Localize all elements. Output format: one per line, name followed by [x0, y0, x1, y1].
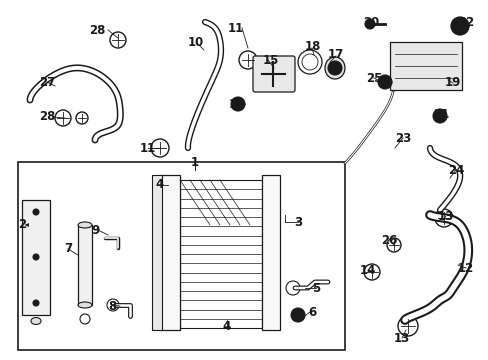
Text: 25: 25: [365, 72, 382, 85]
Circle shape: [377, 75, 391, 89]
Text: 6: 6: [307, 306, 315, 320]
Text: 3: 3: [293, 216, 302, 229]
Circle shape: [450, 17, 468, 35]
Text: 26: 26: [380, 234, 396, 248]
Bar: [78, 225, 92, 305]
Text: 17: 17: [327, 49, 344, 62]
Bar: [180, 180, 262, 328]
Text: 11: 11: [140, 141, 156, 154]
Text: 1: 1: [190, 157, 199, 170]
Text: 21: 21: [432, 108, 448, 122]
Text: 14: 14: [359, 264, 375, 276]
Text: 16: 16: [228, 98, 244, 111]
Bar: [18, 162, 345, 350]
Text: 5: 5: [311, 282, 320, 294]
Circle shape: [364, 19, 374, 29]
Ellipse shape: [31, 318, 41, 324]
Text: 9: 9: [91, 224, 99, 237]
Text: 2: 2: [18, 219, 26, 231]
Bar: [160, 175, 180, 330]
Bar: [152, 175, 162, 330]
Text: 24: 24: [447, 163, 463, 176]
Text: 4: 4: [156, 179, 164, 192]
Circle shape: [33, 300, 39, 306]
Ellipse shape: [78, 222, 92, 228]
Text: 12: 12: [457, 261, 473, 274]
Ellipse shape: [325, 57, 345, 79]
Text: 28: 28: [39, 111, 55, 123]
Circle shape: [33, 254, 39, 260]
Text: 22: 22: [457, 15, 473, 28]
Text: 23: 23: [394, 131, 410, 144]
Text: 7: 7: [64, 243, 72, 256]
Text: 13: 13: [437, 210, 453, 222]
Text: 28: 28: [89, 23, 105, 36]
Circle shape: [327, 61, 341, 75]
Text: 4: 4: [223, 320, 231, 333]
Text: 13: 13: [393, 332, 409, 345]
Text: 15: 15: [262, 54, 279, 67]
Bar: [389, 42, 461, 90]
Circle shape: [33, 209, 39, 215]
Bar: [262, 175, 280, 330]
Text: 27: 27: [39, 76, 55, 89]
Text: 8: 8: [108, 300, 116, 312]
FancyBboxPatch shape: [252, 56, 294, 92]
Circle shape: [432, 109, 446, 123]
Circle shape: [230, 97, 244, 111]
Text: 18: 18: [304, 40, 321, 54]
Text: 10: 10: [187, 36, 203, 49]
Circle shape: [290, 308, 305, 322]
Text: 11: 11: [227, 22, 244, 35]
Text: 19: 19: [444, 77, 460, 90]
Text: 20: 20: [362, 15, 378, 28]
Ellipse shape: [78, 302, 92, 308]
Bar: [22, 200, 50, 315]
